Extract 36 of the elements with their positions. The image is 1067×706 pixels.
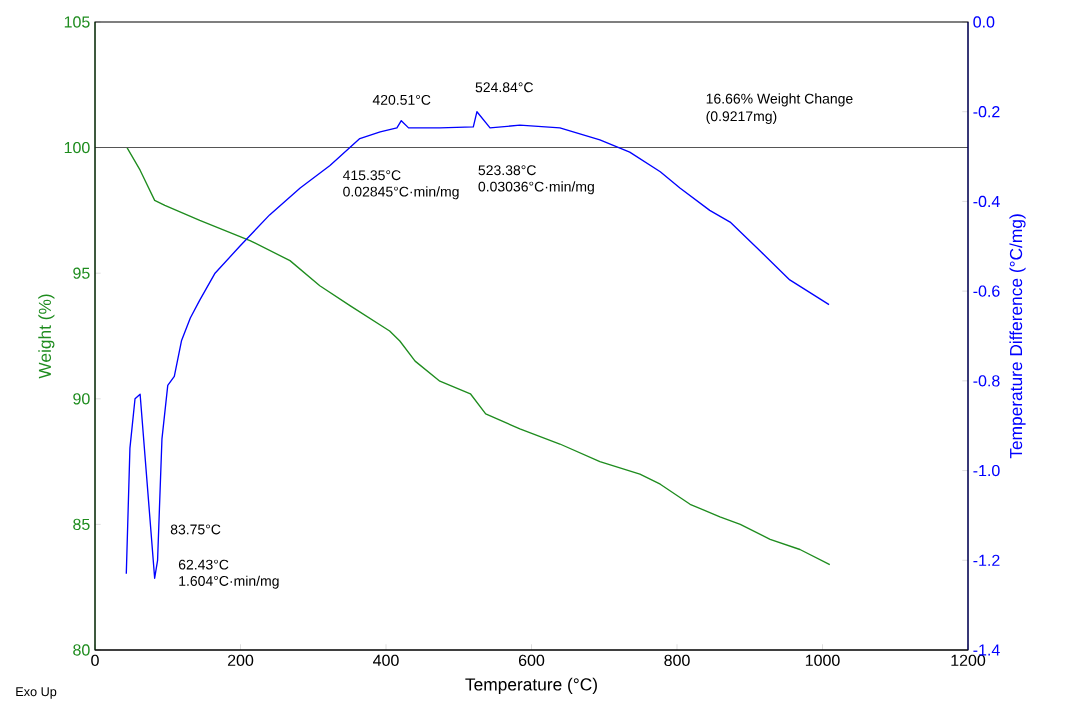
annotation: 415.35°C — [342, 170, 401, 181]
y2-tick-label: -1.0 — [973, 464, 1000, 477]
annotation: 524.84°C — [475, 82, 534, 93]
y-tick-label: 105 — [64, 16, 90, 28]
annotation: 16.66% Weight Change — [706, 93, 853, 107]
y2-tick-label: -1.4 — [973, 644, 1000, 656]
annotation: 0.03036°C·min/mg — [478, 181, 594, 195]
y2-tick-label: -0.2 — [973, 106, 1000, 118]
annotation: 420.51°C — [372, 94, 431, 105]
y-tick-label: 80 — [73, 644, 90, 656]
x-tick-label: 0 — [91, 654, 99, 667]
y2-tick-label: 0.0 — [973, 16, 995, 28]
x-tick-label: 600 — [518, 654, 545, 667]
y-tick-label: 95 — [73, 267, 90, 279]
x-axis-title: Temperature (°C) — [465, 677, 597, 694]
x-tick-label: 1000 — [805, 654, 840, 667]
y2-axis-title: Temperature Difference (°C/mg) — [1009, 214, 1026, 459]
annotation: 523.38°C — [478, 165, 536, 176]
x-tick-label: 200 — [227, 654, 254, 667]
text: Exo Up — [16, 687, 57, 699]
x-tick-label: 800 — [664, 654, 690, 667]
annotation: 0.02845°C·min/mg — [343, 186, 459, 200]
annotation: 1.604°C·min/mg — [179, 575, 279, 589]
y-tick-label: 100 — [64, 141, 90, 154]
y-tick-label: 90 — [73, 393, 90, 405]
x-tick-label: 1200 — [951, 654, 986, 667]
y-tick-label: 85 — [73, 518, 90, 531]
y2-tick-label: -0.8 — [973, 375, 1000, 387]
y2-tick-label: -0.6 — [973, 285, 1000, 297]
x-tick-label: 400 — [373, 654, 399, 667]
annotation: 62.43°C — [178, 559, 229, 570]
y2-tick-label: -0.4 — [973, 195, 1000, 208]
annotation: (0.9217mg) — [706, 110, 777, 124]
y2-tick-label: -1.2 — [973, 554, 1000, 566]
annotation: 83.75°C — [170, 524, 221, 535]
y-axis-title: Weight (%) — [38, 294, 55, 379]
